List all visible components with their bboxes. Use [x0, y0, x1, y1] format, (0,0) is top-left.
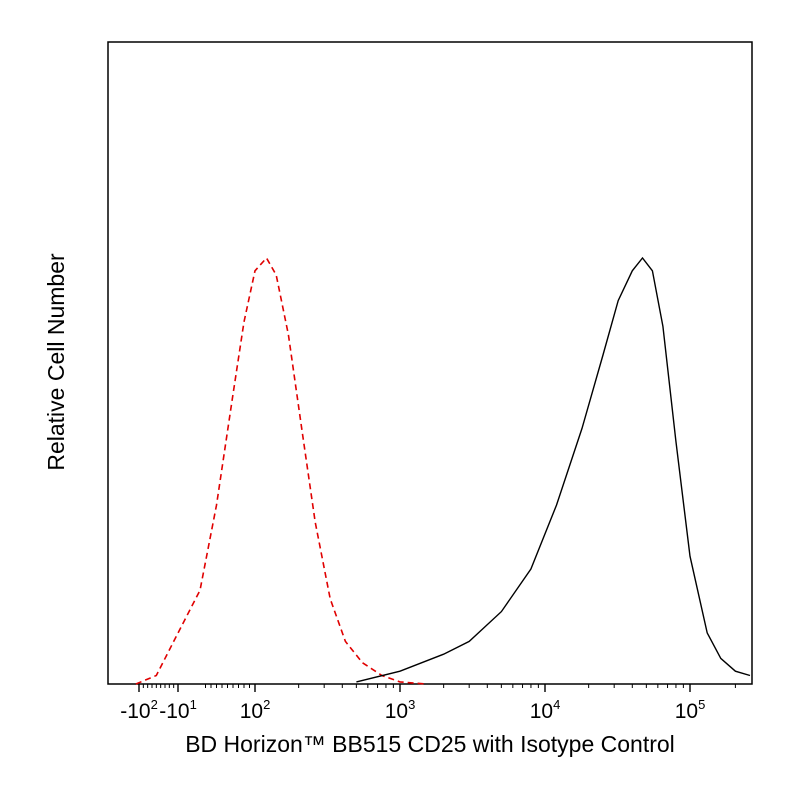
x-tick-label: 104	[530, 697, 561, 723]
x-tick-label: 102	[240, 697, 271, 723]
cd25-histogram	[356, 256, 751, 683]
y-axis-title: Relative Cell Number	[43, 253, 69, 471]
x-tick-label: -101	[159, 697, 197, 723]
x-tick-label: 103	[385, 697, 416, 723]
isotype-control-histogram	[135, 256, 426, 685]
x-tick-label: -102	[120, 697, 158, 723]
x-axis-ticks: -102 -101 102 103 104 105	[120, 684, 736, 723]
x-tick-label: 105	[675, 697, 706, 723]
x-axis-title: BD Horizon™ BB515 CD25 with Isotype Cont…	[185, 731, 675, 757]
series-layer	[135, 256, 751, 685]
plot-frame	[107, 41, 753, 685]
